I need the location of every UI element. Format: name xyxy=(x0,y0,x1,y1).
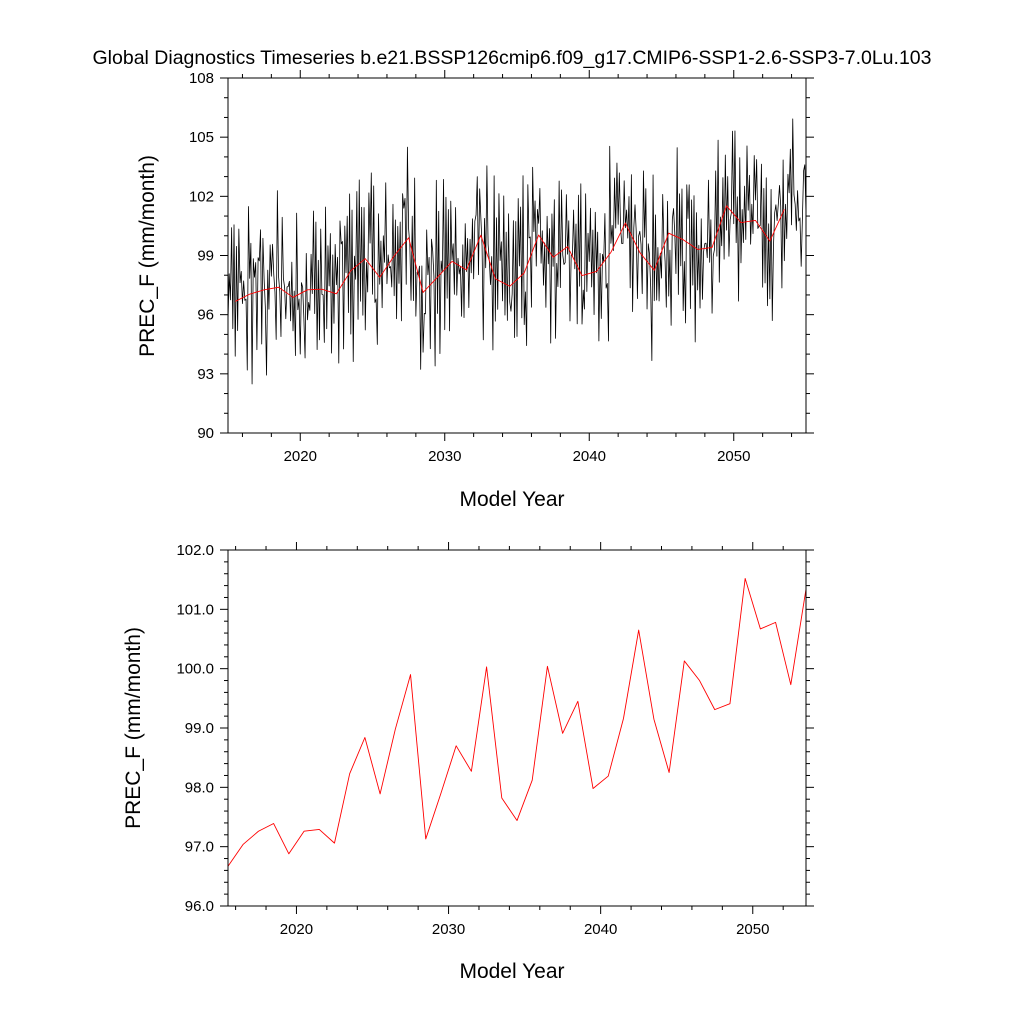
y-tick-label: 97.0 xyxy=(185,839,214,856)
x-tick-label: 2030 xyxy=(432,921,465,938)
x-tick-label: 2050 xyxy=(717,448,750,465)
annual-mean-series-line xyxy=(227,578,807,867)
bottom-panel: 96.0 97.0 98.0 99.0 100.0 101.0 102.0 2020 2030… xyxy=(122,542,814,983)
y-tick-label: 93 xyxy=(197,366,214,383)
annual-mean-series-line xyxy=(235,205,785,302)
y-tick-label: 96 xyxy=(197,307,214,324)
monthly-series-line xyxy=(227,118,807,385)
bottom-y-axis-label: PREC_F (mm/month) xyxy=(122,627,145,829)
x-tick-label: 2040 xyxy=(584,921,617,938)
y-tick-label: 102 xyxy=(189,188,214,205)
x-tick-label: 2050 xyxy=(736,921,769,938)
bottom-plot-frame xyxy=(227,549,807,907)
x-tick-label: 2030 xyxy=(428,448,461,465)
y-tick-label: 100.0 xyxy=(176,661,214,678)
x-tick-label: 2020 xyxy=(280,921,313,938)
top-panel: 90 93 96 99 102 105 108 2020 2030 2040 2050 Model… xyxy=(136,70,814,511)
y-tick-label: 108 xyxy=(189,70,214,87)
y-tick-label: 99 xyxy=(197,248,214,265)
y-tick-label: 90 xyxy=(197,425,214,442)
chart-title: Global Diagnostics Timeseries b.e21.BSSP… xyxy=(93,47,932,69)
y-tick-label: 101.0 xyxy=(176,601,214,618)
y-tick-label: 105 xyxy=(189,129,214,146)
bottom-x-axis-label: Model Year xyxy=(459,960,564,983)
y-tick-label: 102.0 xyxy=(176,542,214,559)
x-tick-label: 2040 xyxy=(573,448,606,465)
x-tick-label: 2020 xyxy=(284,448,317,465)
top-plot-frame xyxy=(227,77,807,434)
y-tick-label: 99.0 xyxy=(185,720,214,737)
y-tick-label: 96.0 xyxy=(185,898,214,915)
y-tick-label: 98.0 xyxy=(185,779,214,796)
top-y-axis-label: PREC_F (mm/month) xyxy=(136,155,159,357)
top-x-axis-label: Model Year xyxy=(459,488,564,511)
